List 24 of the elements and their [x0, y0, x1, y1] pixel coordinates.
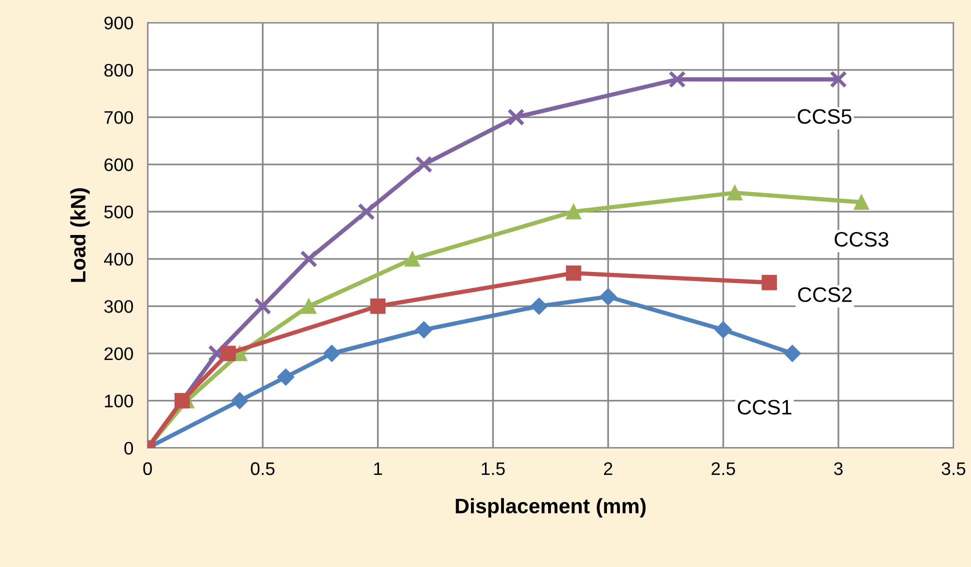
y-tick-label: 0	[124, 442, 133, 455]
series-label: CCS5	[798, 109, 852, 124]
y-tick-label: 800	[104, 64, 133, 77]
x-tick-label: 2.5	[712, 462, 736, 476]
x-tick-label: 1	[374, 462, 382, 475]
x-axis-title: Displacement (mm)	[456, 498, 646, 518]
series-label: CCS2	[798, 287, 852, 302]
x-tick-label: 2	[604, 462, 612, 475]
y-tick-label: 500	[104, 206, 133, 218]
x-tick-label: 3	[834, 462, 843, 476]
series-label: CCS3	[834, 232, 888, 247]
y-tick-label: 300	[104, 300, 133, 313]
y-tick-label: 400	[104, 252, 133, 266]
x-tick-label: 0.5	[250, 462, 275, 476]
y-axis-title: Load (kN)	[70, 188, 90, 282]
x-tick-label: 0	[143, 462, 152, 476]
y-tick-label: 600	[104, 158, 133, 172]
series-label: CCS1	[738, 400, 792, 415]
y-tick-label: 900	[104, 16, 133, 30]
x-tick-label: 3.5	[942, 462, 966, 476]
y-tick-label: 700	[104, 111, 133, 124]
y-tick-label: 100	[104, 394, 133, 408]
x-tick-label: 1.5	[482, 462, 505, 476]
y-tick-label: 200	[104, 347, 133, 360]
